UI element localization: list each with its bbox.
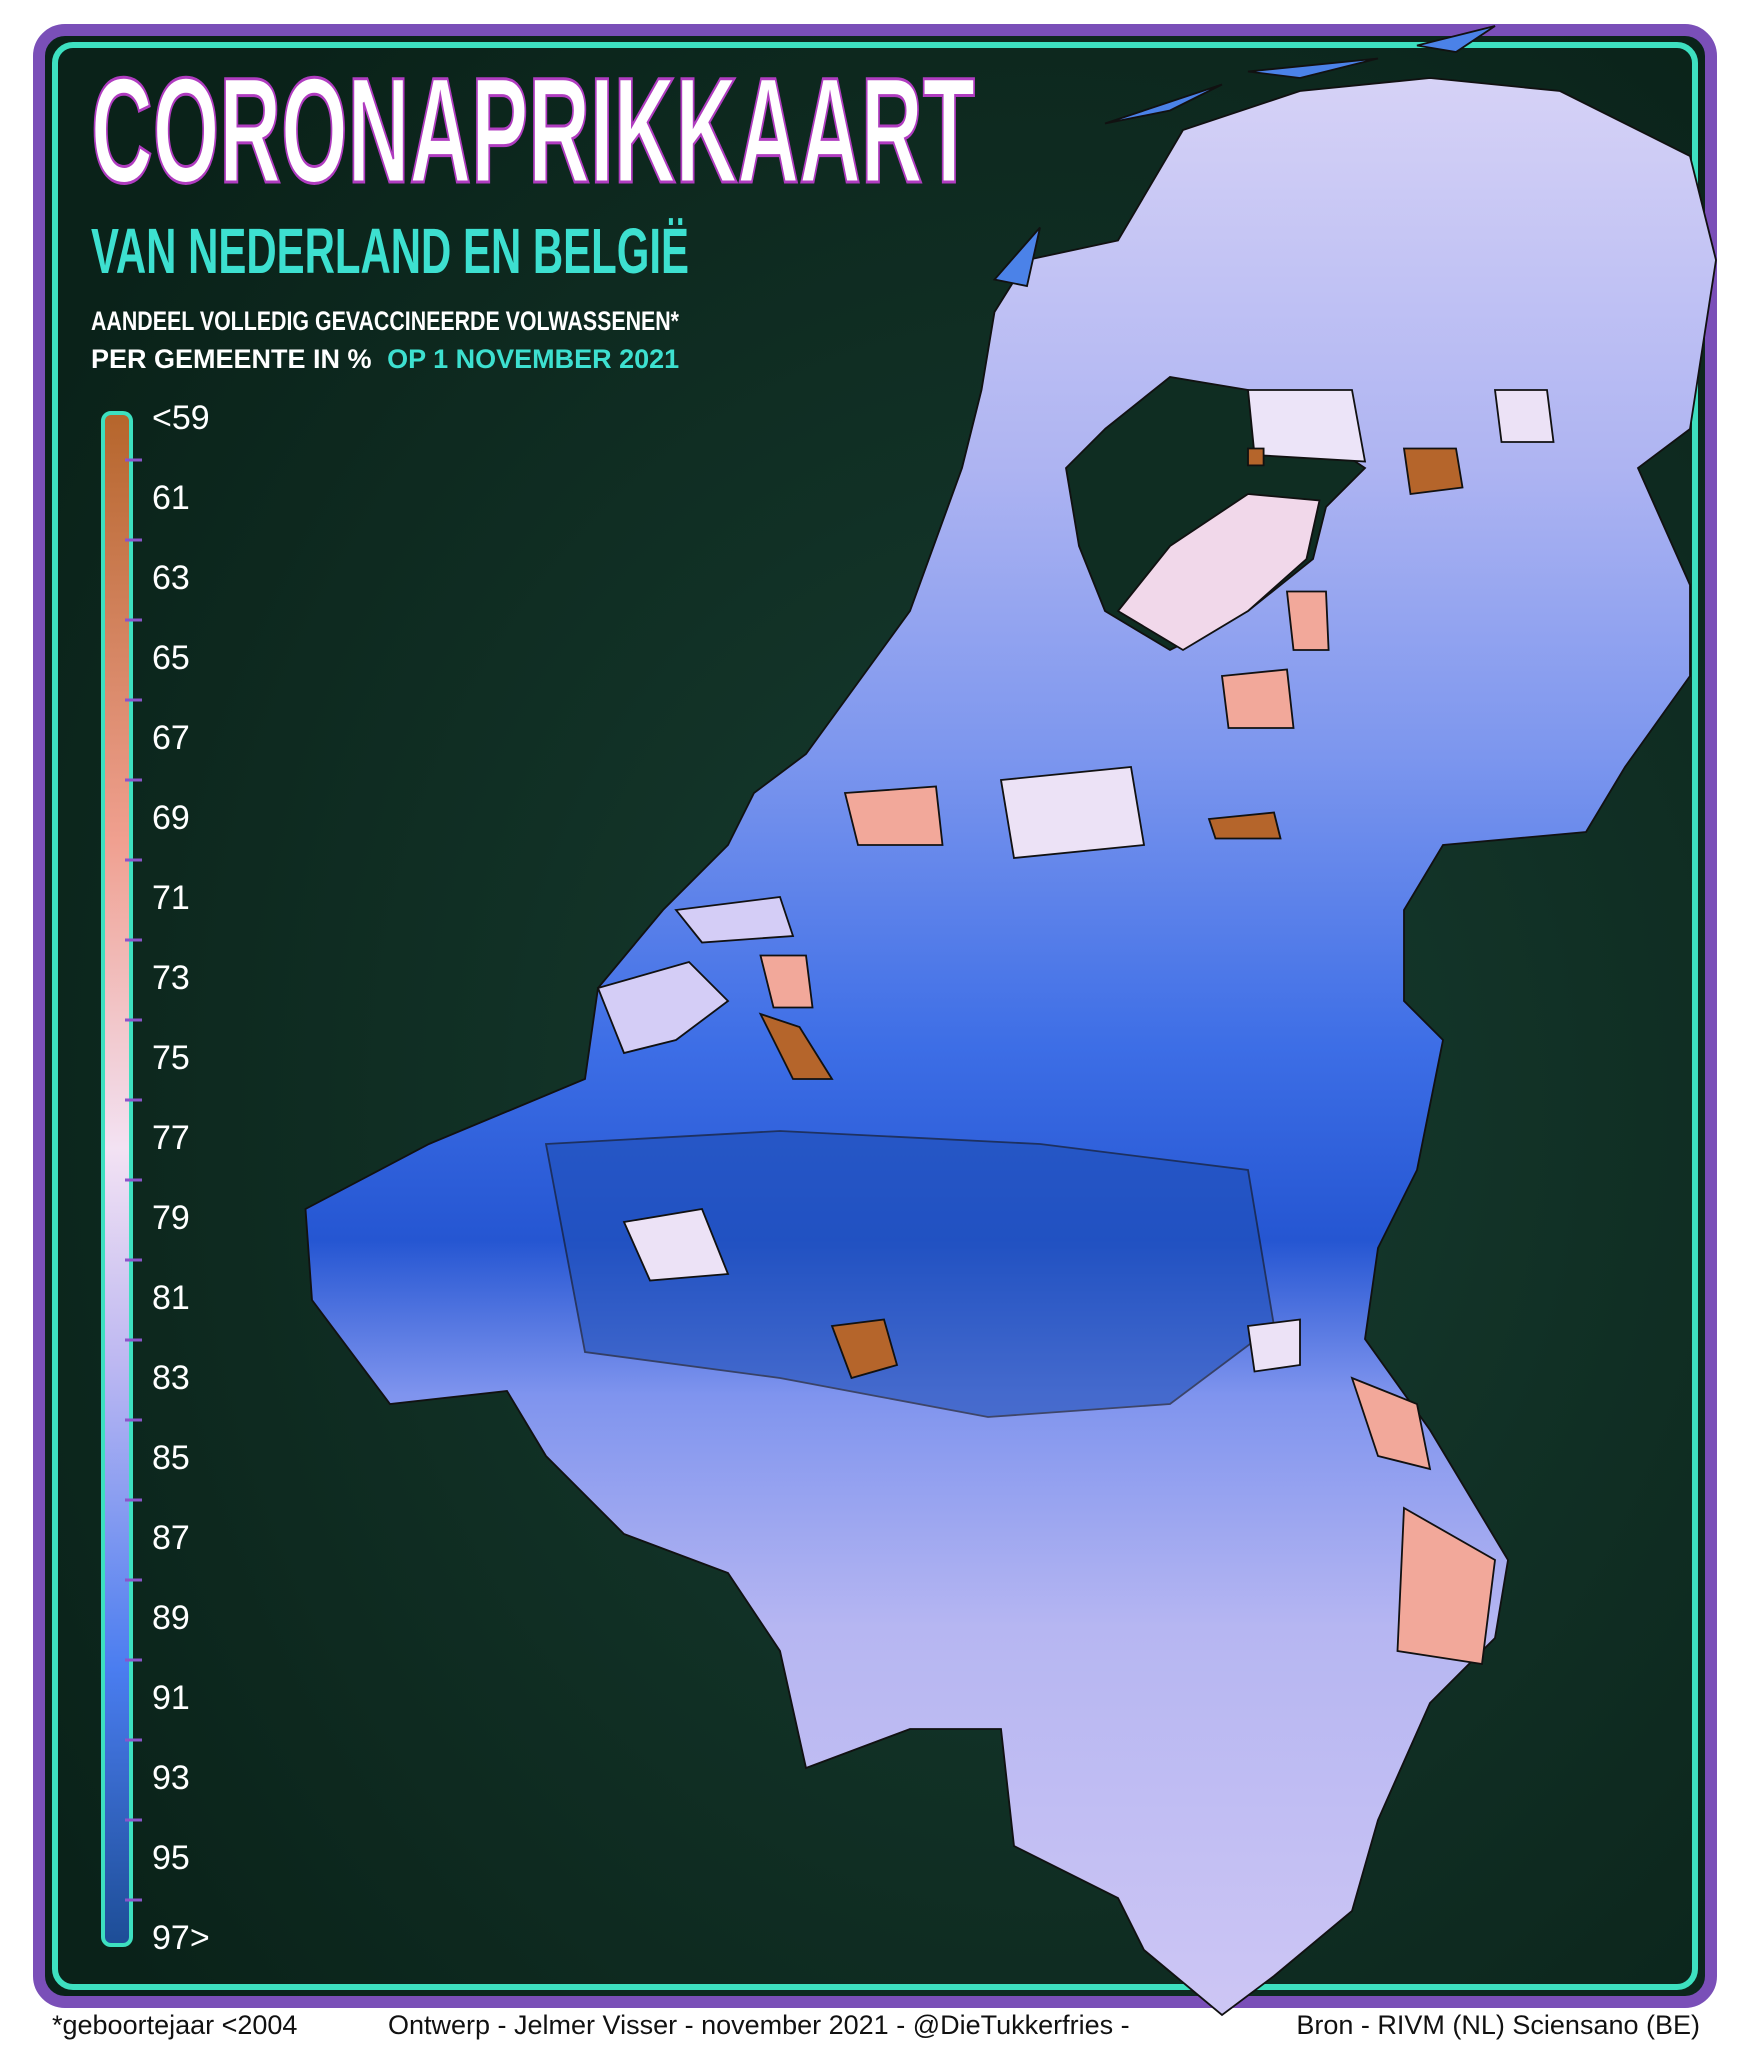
patch-salmon xyxy=(759,590,1496,1666)
flanders-dark xyxy=(544,1130,1275,1418)
legend-label: 77 xyxy=(152,1119,190,1157)
legend-label: 85 xyxy=(152,1439,190,1477)
legend-label: 73 xyxy=(152,959,190,997)
zeeland xyxy=(596,896,795,1055)
legend-label: 69 xyxy=(152,799,190,837)
legend-label: 79 xyxy=(152,1199,190,1237)
legend-label: 81 xyxy=(152,1279,190,1317)
legend-label: 93 xyxy=(152,1759,190,1797)
description-date: OP 1 NOVEMBER 2021 xyxy=(387,344,679,374)
legend-label: 83 xyxy=(152,1359,190,1397)
patch-orange xyxy=(758,447,1464,1380)
legend-label: 75 xyxy=(152,1039,190,1077)
description-text: PER GEMEENTE IN % xyxy=(91,344,372,374)
footer-note: *geboortejaar <2004 xyxy=(52,2010,297,2040)
title: CORONAPRIKKAART xyxy=(91,46,975,214)
legend-label: 89 xyxy=(152,1599,190,1637)
legend-label: 97> xyxy=(152,1919,210,1957)
legend-label: 61 xyxy=(152,479,190,517)
frame-inner xyxy=(52,42,1698,1990)
legend-label: 95 xyxy=(152,1839,190,1877)
patch-light xyxy=(622,389,1555,1373)
footer-credit: Ontwerp - Jelmer Visser - november 2021 … xyxy=(388,2010,1130,2040)
legend-label: <59 xyxy=(152,399,210,437)
wadden-islands xyxy=(992,25,1496,288)
legend: <59 61 63 65 67 69 71 73 75 77 79 81 83 85 87 89 91 93 95 9… xyxy=(125,399,210,1957)
legend-label: 67 xyxy=(152,719,190,757)
footer-source: Bron - RIVM (NL) Sciensano (BE) xyxy=(1296,2010,1700,2040)
description-line-1: AANDEEL VOLLEDIG GEVACCINEERDE VOLWASSEN… xyxy=(91,306,679,336)
flevoland xyxy=(1116,493,1321,652)
legend-label: 71 xyxy=(152,879,190,917)
noordoostpolder xyxy=(1246,389,1367,463)
subtitle: VAN NEDERLAND EN BELGIË xyxy=(91,215,689,287)
description-line-2: PER GEMEENTE IN % OP 1 NOVEMBER 2021 xyxy=(91,344,679,374)
landmass xyxy=(304,77,1717,2017)
map xyxy=(304,25,1717,2017)
legend-label: 63 xyxy=(152,559,190,597)
legend-label: 65 xyxy=(152,639,190,677)
legend-label: 87 xyxy=(152,1519,190,1557)
legend-label: 91 xyxy=(152,1679,190,1717)
